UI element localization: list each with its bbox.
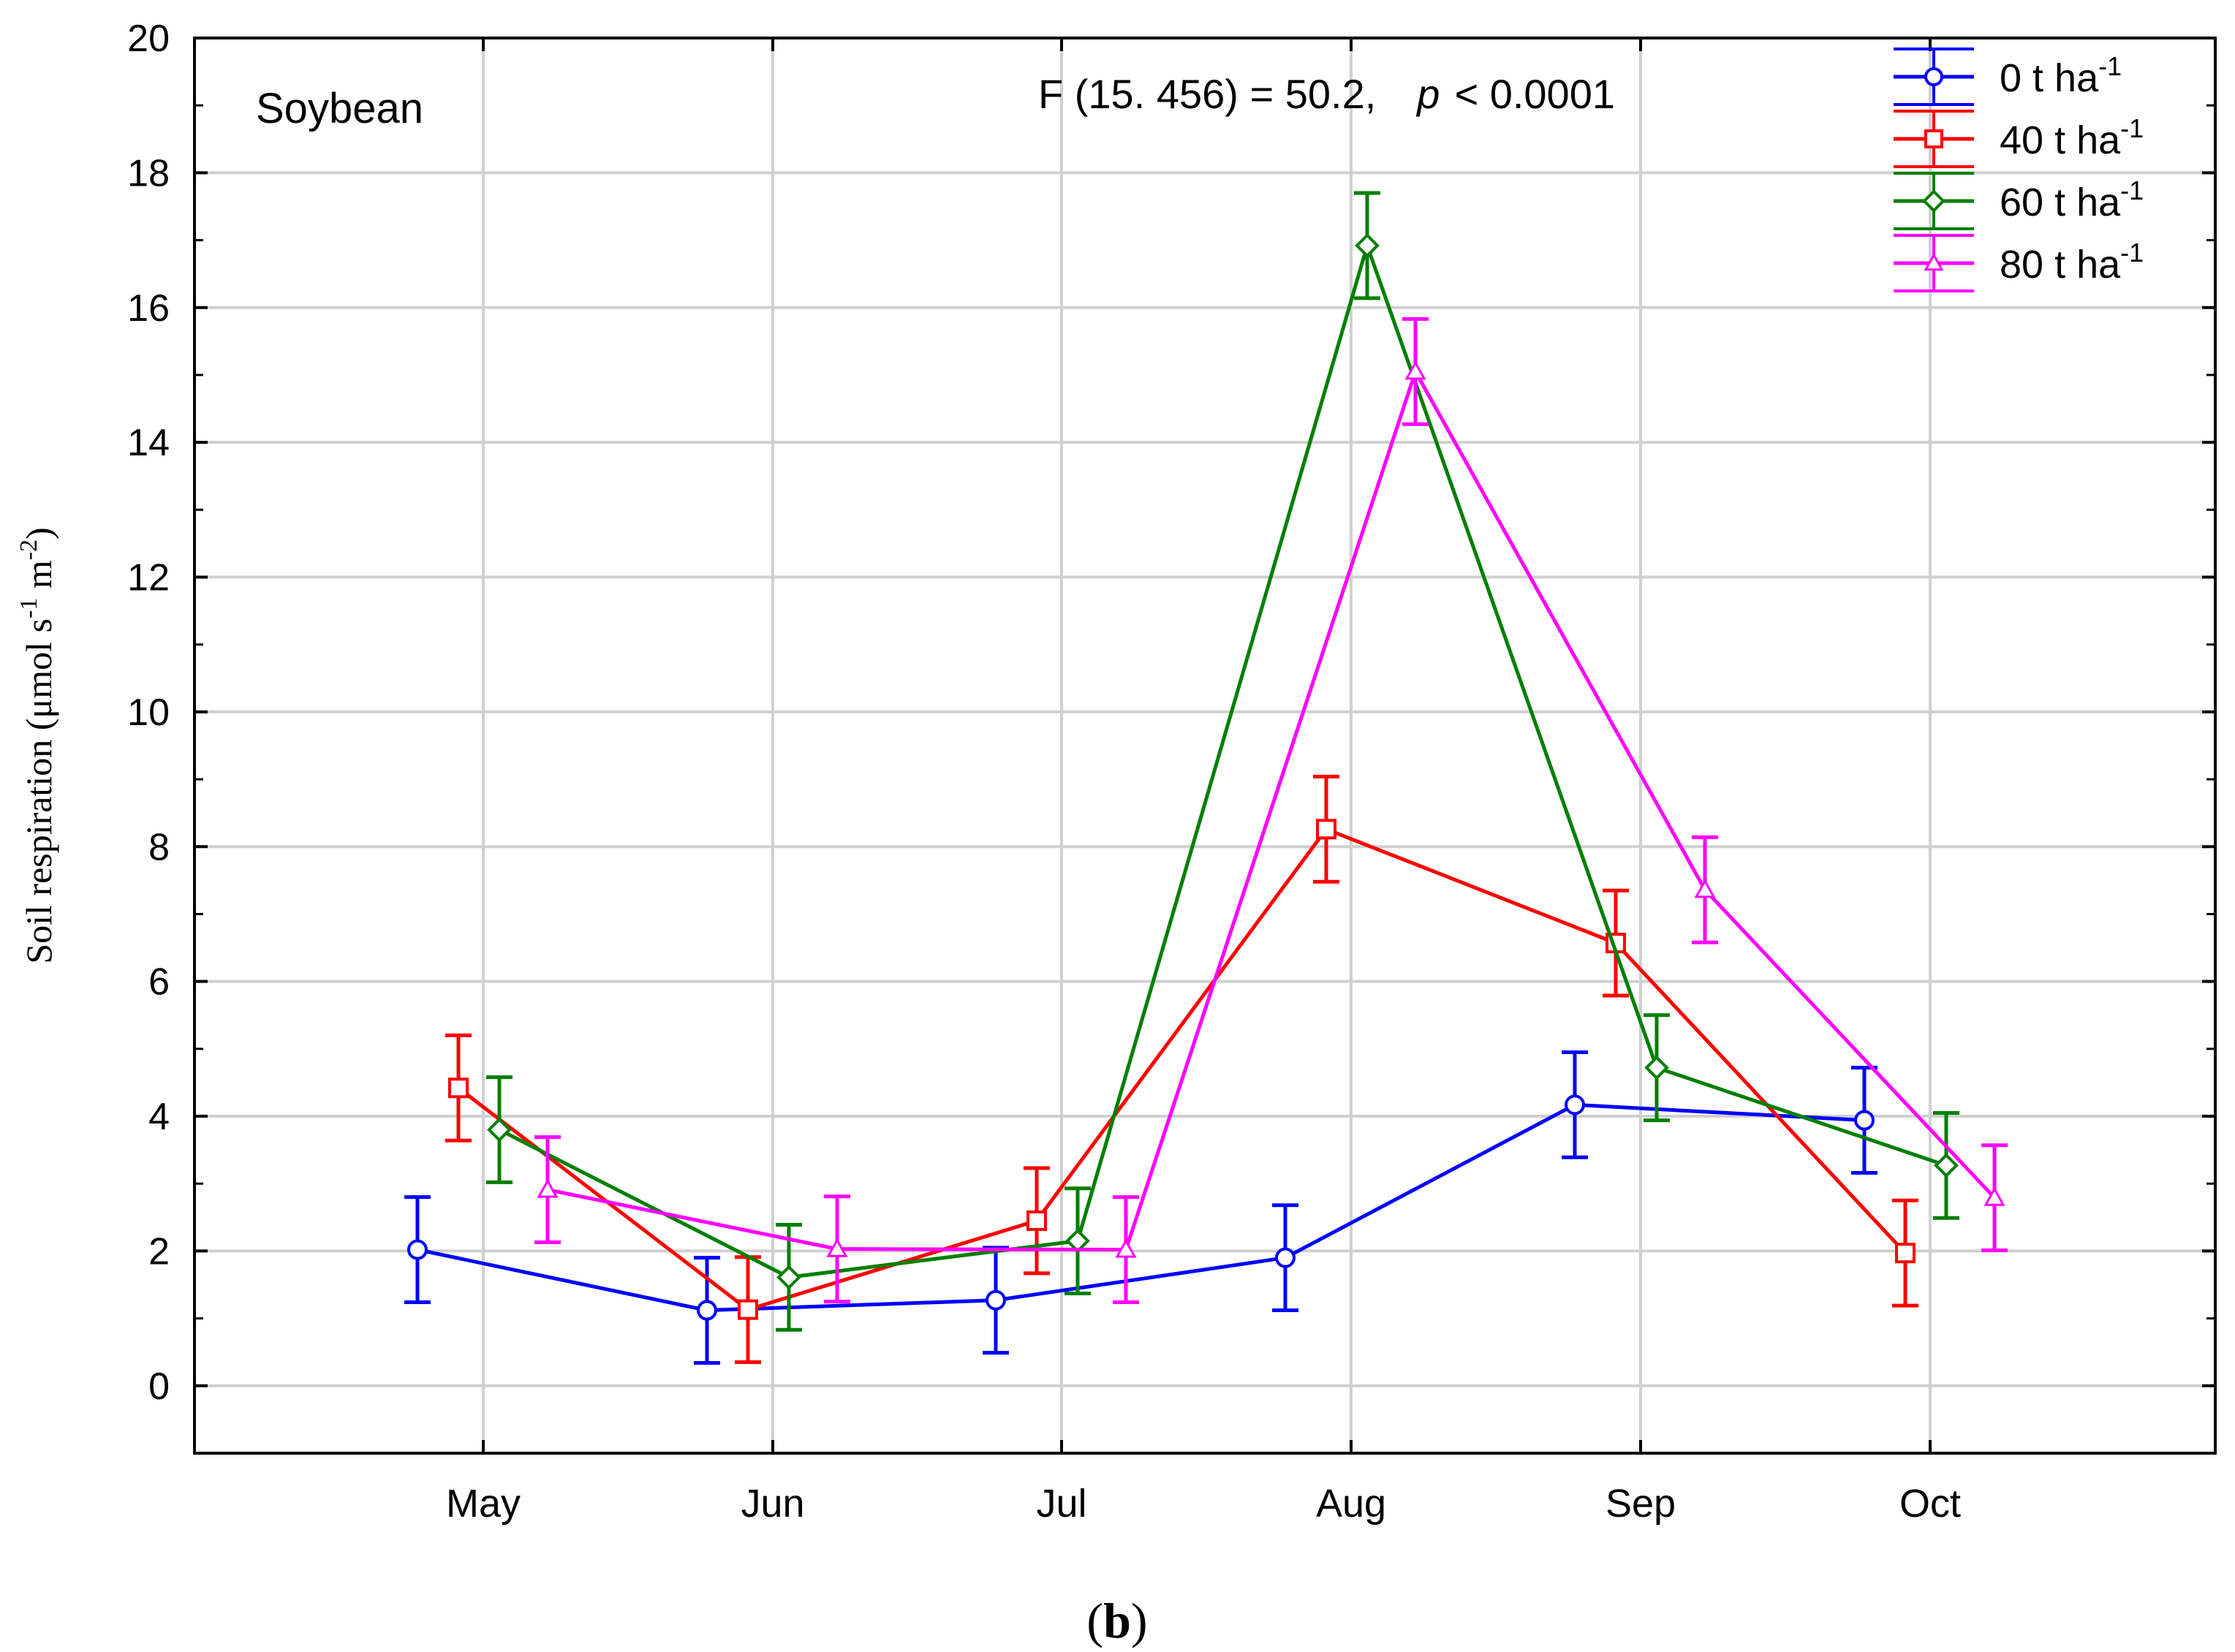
- y-tick-label: 20: [127, 18, 170, 60]
- legend-label-sup: -1: [2120, 113, 2144, 143]
- x-tick-label: Aug: [1316, 1482, 1386, 1526]
- y-axis-label-end: ): [18, 527, 59, 539]
- axis-ticks: 0 2 4 6 8 10 12 14 16 18 20 May Jun Jul Aug Sep Oct: [127, 18, 2215, 1526]
- series-line: [457, 827, 1907, 1312]
- marker-triangle: [826, 1238, 848, 1257]
- caption-close: ): [1131, 1593, 1148, 1648]
- y-tick-label: 14: [127, 422, 170, 464]
- marker-diamond: [776, 1265, 801, 1290]
- series-2: [486, 191, 1959, 1332]
- x-tick-label: Oct: [1899, 1482, 1961, 1526]
- y-axis-label-exp1: -1: [15, 598, 42, 618]
- y-tick-label: 4: [148, 1096, 170, 1138]
- stats-annotation: F (15. 456) = 50.2, p < 0.0001: [1038, 71, 1615, 117]
- legend-label-text: 60 t ha: [2000, 181, 2121, 224]
- x-tick-label: Sep: [1606, 1482, 1676, 1526]
- y-tick-label: 8: [148, 826, 170, 868]
- series-0: [404, 1050, 1877, 1365]
- marker-circle: [1854, 1110, 1875, 1131]
- y-axis-label: Soil respiration (μmol s-1 m-2): [15, 527, 59, 963]
- y-tick-label: 16: [127, 287, 170, 330]
- marker-square: [448, 1077, 469, 1099]
- marker-circle: [1565, 1094, 1585, 1115]
- series-3: [534, 317, 2008, 1304]
- legend-label-sup: -1: [2120, 175, 2144, 205]
- marker-diamond: [1934, 1153, 1959, 1178]
- marker-circle: [697, 1300, 717, 1321]
- legend-label-text: 0 t ha: [2000, 56, 2099, 100]
- y-tick-label: 18: [127, 152, 170, 194]
- legend-label: 80 t ha-1: [2000, 238, 2144, 287]
- marker-square: [1316, 819, 1336, 840]
- marker-triangle: [1404, 360, 1426, 380]
- series-layer: [404, 191, 2008, 1365]
- legend-label-sup: -1: [2098, 51, 2122, 81]
- caption-letter: b: [1103, 1593, 1131, 1648]
- y-axis-label-exp2: -2: [15, 539, 42, 560]
- y-tick-label: 6: [148, 961, 170, 1004]
- marker-square: [1895, 1243, 1916, 1264]
- marker-circle: [986, 1289, 1006, 1311]
- marker-square: [1026, 1210, 1047, 1231]
- marker-triangle: [537, 1178, 559, 1198]
- y-axis-label-mid: m: [18, 560, 59, 598]
- marker-diamond: [1922, 189, 1945, 213]
- plot-frame: [193, 37, 2217, 1455]
- figure-caption: (b): [1086, 1593, 1147, 1648]
- marker-circle: [1275, 1247, 1296, 1268]
- legend-entry-0: 0 t ha-1: [1894, 48, 2122, 106]
- marker-triangle: [1983, 1186, 2005, 1206]
- x-tick-label: May: [446, 1482, 521, 1526]
- y-tick-label: 0: [148, 1365, 170, 1408]
- caption-open: (: [1086, 1593, 1103, 1648]
- legend-label-text: 40 t ha: [2000, 118, 2121, 162]
- x-tick-label: Jul: [1036, 1482, 1086, 1526]
- x-tick-label: Jun: [741, 1482, 804, 1526]
- legend-entry-1: 40 t ha-1: [1894, 110, 2144, 168]
- series-1: [445, 774, 1918, 1365]
- marker-circle: [1924, 67, 1943, 86]
- series-line: [498, 239, 1947, 1279]
- legend-label: 0 t ha-1: [2000, 51, 2122, 100]
- y-tick-label: 2: [148, 1230, 170, 1273]
- legend: 0 t ha-140 t ha-160 t ha-180 t ha-1: [1894, 48, 2144, 292]
- marker-diamond: [1644, 1055, 1669, 1080]
- grid: [194, 38, 2215, 1453]
- panel-label: Soybean: [256, 85, 423, 132]
- series-line: [417, 1102, 1865, 1313]
- marker-square: [1924, 129, 1943, 148]
- series-line: [547, 367, 1996, 1252]
- marker-diamond: [1355, 233, 1380, 258]
- marker-triangle: [1115, 1238, 1137, 1258]
- y-axis-label-main: Soil respiration (μmol s: [18, 618, 59, 964]
- stats-f-text: F (15. 456) = 50.2,: [1038, 71, 1376, 117]
- legend-label: 60 t ha-1: [2000, 175, 2144, 224]
- legend-label-sup: -1: [2120, 238, 2144, 268]
- y-tick-label: 10: [127, 692, 170, 734]
- legend-label: 40 t ha-1: [2000, 113, 2144, 162]
- marker-diamond: [487, 1117, 512, 1143]
- legend-entry-2: 60 t ha-1: [1894, 172, 2144, 230]
- marker-triangle: [1694, 879, 1716, 898]
- y-tick-label: 12: [127, 557, 170, 599]
- legend-label-text: 80 t ha: [2000, 243, 2121, 287]
- stats-p-symbol: p: [1415, 71, 1440, 117]
- stats-p-value: < 0.0001: [1454, 71, 1615, 117]
- legend-entry-3: 80 t ha-1: [1894, 234, 2144, 292]
- marker-square: [738, 1299, 758, 1320]
- marker-circle: [407, 1239, 428, 1260]
- marker-triangle: [1924, 252, 1944, 271]
